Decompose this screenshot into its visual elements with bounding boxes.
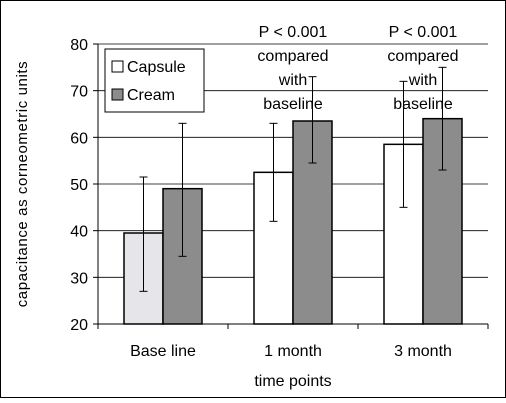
annotation-line: baseline — [263, 96, 323, 113]
y-tick-label: 50 — [70, 177, 88, 194]
y-tick-label: 40 — [70, 224, 88, 241]
error-bars — [139, 66, 447, 292]
x-tick-label: Base line — [130, 343, 196, 360]
x-tick-label: 3 month — [394, 343, 452, 360]
annotation-line: P < 0.001 — [389, 24, 458, 41]
y-tick-label: 60 — [70, 130, 88, 147]
legend-swatch-capsule — [111, 60, 124, 73]
y-tick-label: 70 — [70, 84, 88, 101]
x-tick-labels: Base line 1 month 3 month — [130, 343, 452, 360]
legend: Capsule Cream — [104, 48, 205, 113]
legend-box — [104, 48, 205, 113]
y-tick-label: 80 — [70, 37, 88, 54]
legend-label-capsule: Capsule — [127, 59, 186, 76]
legend-swatch-cream — [111, 88, 124, 101]
axes — [93, 43, 489, 329]
legend-label-cream: Cream — [127, 87, 175, 104]
x-axis-title: time points — [254, 373, 331, 390]
annotation-line: with — [408, 72, 437, 89]
annotation-line: compared — [257, 48, 328, 65]
annotation-line: baseline — [393, 96, 453, 113]
y-tick-label: 30 — [70, 270, 88, 287]
y-axis-title: capacitance as corneometric units — [14, 61, 31, 308]
y-tick-labels: 20 30 40 50 60 70 80 — [70, 37, 88, 334]
annotation-line: with — [278, 72, 307, 89]
annotation-line: compared — [387, 48, 458, 65]
y-tick-label: 20 — [70, 317, 88, 334]
x-tick-label: 1 month — [264, 343, 322, 360]
annotation-line: P < 0.001 — [259, 24, 328, 41]
annotations: P < 0.001 compared with baseline P < 0.001 co… — [257, 24, 458, 113]
